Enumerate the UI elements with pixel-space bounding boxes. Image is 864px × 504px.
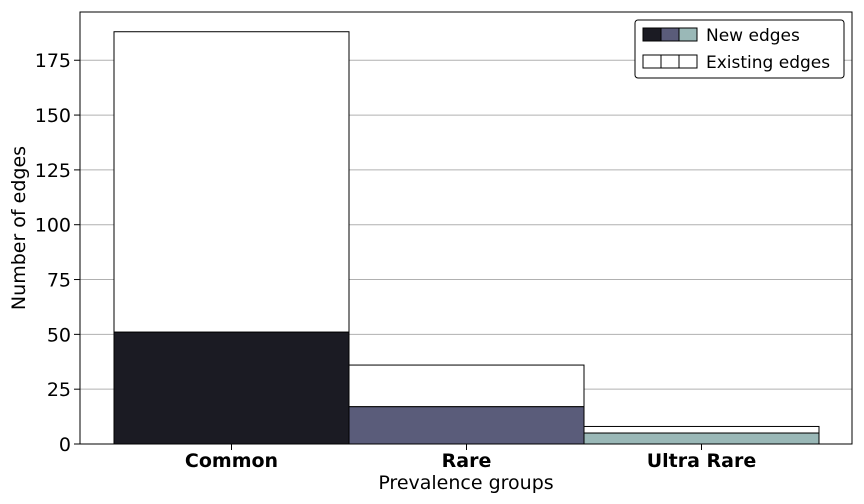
x-tick-label: Common	[185, 450, 278, 472]
x-axis-title: Prevalence groups	[378, 472, 553, 494]
x-tick-label: Ultra Rare	[647, 450, 757, 472]
y-tick-label: 0	[59, 434, 71, 456]
legend-label-existing-edges: Existing edges	[706, 53, 830, 73]
y-axis-title: Number of edges	[8, 146, 30, 310]
x-axis-ticks: Common Rare Ultra Rare	[185, 444, 756, 472]
bar-existing-edges	[113, 31, 350, 333]
legend-swatch-existing-edges	[642, 54, 698, 69]
legend-swatch-segment	[660, 54, 680, 69]
y-tick-label: 25	[47, 379, 71, 401]
legend-swatch-segment	[660, 27, 680, 42]
bar-new-edges	[583, 432, 820, 445]
legend-swatch-segment	[678, 27, 698, 42]
y-tick-label: 150	[35, 105, 71, 127]
bar-existing-edges	[583, 425, 820, 434]
legend-swatch-new-edges	[642, 27, 698, 42]
bars	[113, 31, 820, 445]
x-tick-label: Rare	[442, 450, 492, 472]
y-tick-label: 75	[47, 270, 71, 292]
y-tick-label: 100	[35, 215, 71, 237]
legend: New edges Existing edges	[634, 19, 845, 79]
legend-swatch-segment	[678, 54, 698, 69]
y-tick-label: 175	[35, 50, 71, 72]
bar-new-edges	[348, 406, 585, 445]
bar-existing-edges	[348, 364, 585, 408]
y-axis-ticks: 0 25 50 75 100 125 150 175	[35, 50, 80, 456]
y-tick-label: 125	[35, 160, 71, 182]
legend-label-new-edges: New edges	[706, 26, 800, 46]
legend-swatch-segment	[642, 27, 662, 42]
legend-swatch-segment	[642, 54, 662, 69]
bar-new-edges	[113, 331, 350, 445]
y-tick-label: 50	[47, 324, 71, 346]
